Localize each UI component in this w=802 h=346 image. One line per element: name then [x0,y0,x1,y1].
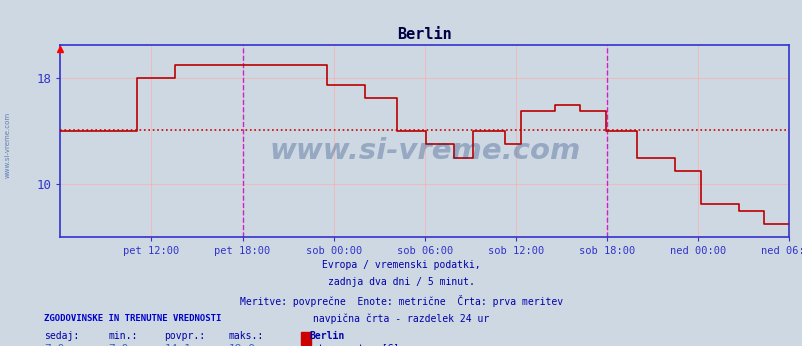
Text: 14,1: 14,1 [164,344,192,346]
Text: 7,0: 7,0 [108,344,128,346]
Text: maks.:: maks.: [229,331,264,342]
Text: min.:: min.: [108,331,138,342]
Text: 7,0: 7,0 [44,344,64,346]
Text: temperatura[C]: temperatura[C] [317,344,399,346]
Text: navpična črta - razdelek 24 ur: navpična črta - razdelek 24 ur [313,313,489,324]
Text: povpr.:: povpr.: [164,331,205,342]
Text: 19,0: 19,0 [229,344,256,346]
Text: www.si-vreme.com: www.si-vreme.com [5,112,10,179]
Text: www.si-vreme.com: www.si-vreme.com [269,137,580,165]
Text: Berlin: Berlin [309,331,344,342]
Text: ZGODOVINSKE IN TRENUTNE VREDNOSTI: ZGODOVINSKE IN TRENUTNE VREDNOSTI [44,314,221,323]
Title: Berlin: Berlin [397,27,452,43]
Text: zadnja dva dni / 5 minut.: zadnja dva dni / 5 minut. [328,277,474,288]
Text: sedaj:: sedaj: [44,331,79,342]
Text: Evropa / vremenski podatki,: Evropa / vremenski podatki, [322,260,480,270]
Text: Meritve: povprečne  Enote: metrične  Črta: prva meritev: Meritve: povprečne Enote: metrične Črta:… [240,295,562,308]
